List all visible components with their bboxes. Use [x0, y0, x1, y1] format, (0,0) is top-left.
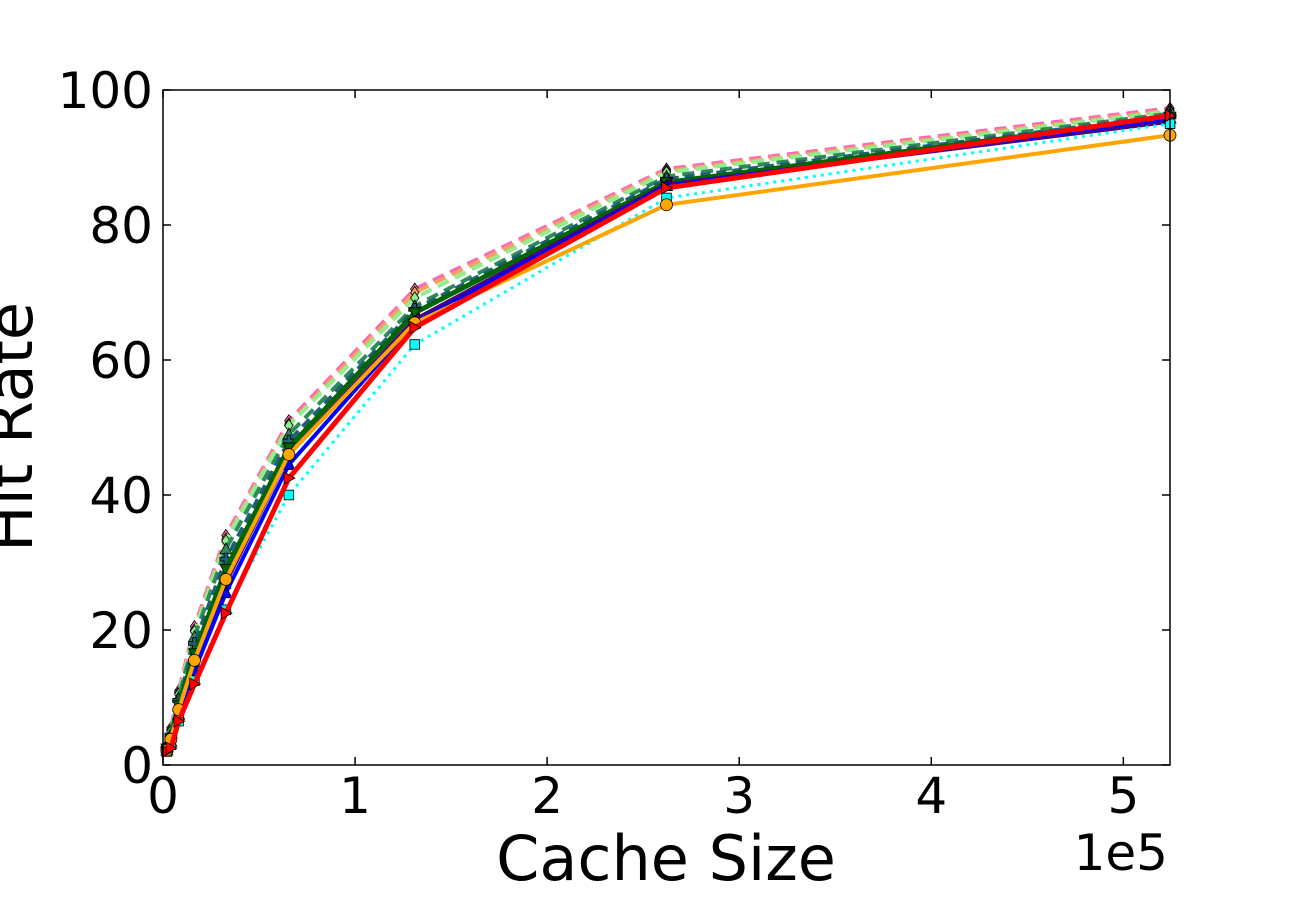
data-point [188, 653, 201, 667]
x-exponent-label: 1e5 [1074, 824, 1168, 882]
x-tick-label: 5 [1107, 767, 1139, 825]
series-line [165, 119, 1171, 751]
x-tick-label: 0 [147, 767, 179, 825]
tick-layer: 0 1 2 3 4 5 0 20 40 60 80 100 [58, 62, 1170, 825]
x-tick-label: 2 [531, 767, 563, 825]
series-10 [161, 108, 1177, 759]
x-tick-label: 4 [915, 767, 947, 825]
x-axis-title: Cache Size [496, 822, 836, 895]
data-point [409, 320, 422, 335]
data-point [282, 448, 296, 461]
data-point [173, 714, 186, 728]
x-tick-label: 3 [723, 767, 755, 825]
plot-layer [160, 101, 1177, 759]
data-point [660, 198, 673, 212]
y-tick-label: 20 [89, 602, 153, 660]
series-9 [160, 128, 1177, 757]
data-point [283, 489, 295, 501]
y-axis-title: Hit Rate [0, 302, 47, 552]
data-point [409, 339, 420, 350]
series-line [165, 122, 1171, 753]
data-point [189, 677, 202, 691]
x-tick-label: 1 [339, 767, 371, 825]
y-tick-label: 80 [89, 197, 153, 255]
plot-frame [162, 89, 1171, 766]
y-tick-label: 40 [89, 467, 153, 525]
y-tick-label: 0 [121, 737, 153, 795]
y-tick-label: 60 [89, 332, 153, 390]
data-point [219, 572, 233, 586]
series-line [165, 116, 1171, 751]
y-tick-label: 100 [58, 62, 153, 120]
data-point [165, 741, 178, 755]
data-point [220, 606, 233, 620]
data-point [283, 471, 296, 485]
data-point [408, 307, 422, 320]
data-point [661, 181, 674, 195]
